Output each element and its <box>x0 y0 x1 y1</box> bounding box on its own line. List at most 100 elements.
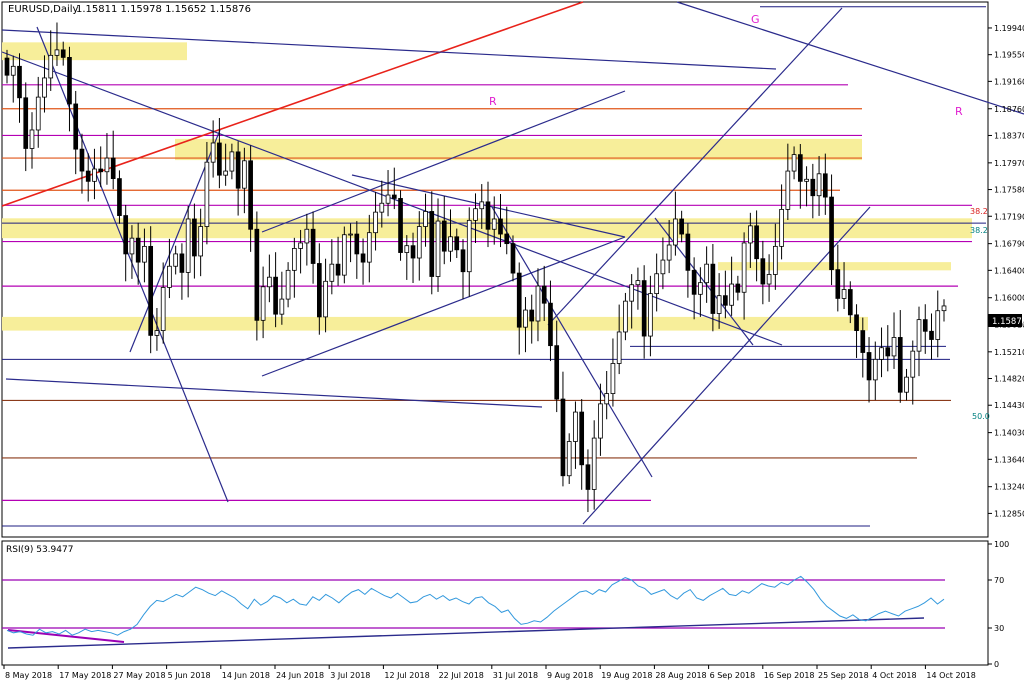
bull-candle <box>660 259 666 275</box>
fib-50-label: 50.0 <box>972 412 990 421</box>
bull-candle <box>379 202 385 213</box>
time-tick-label: 22 Jul 2018 <box>439 671 484 680</box>
bull-candle <box>160 287 166 331</box>
price-tick-label: 1.16000 <box>994 294 1024 303</box>
time-tick-label: 9 Aug 2018 <box>547 671 593 680</box>
bear-candle <box>217 142 222 176</box>
bull-candle <box>523 309 528 328</box>
bull-candle <box>479 201 485 210</box>
bear-candle <box>73 103 79 150</box>
bull-candle <box>935 310 941 340</box>
bear-candle <box>335 263 341 276</box>
trend-line <box>676 1 1024 115</box>
bear-candle <box>17 65 22 99</box>
price-tick-label: 1.16400 <box>994 266 1024 275</box>
marker-r-left-label: R <box>489 95 497 108</box>
bear-candle <box>710 263 716 314</box>
bear-candle <box>754 225 759 260</box>
trend-line <box>1 29 777 70</box>
bear-candle <box>516 272 522 328</box>
bull-candle <box>610 363 616 394</box>
rsi-frame <box>1 540 989 666</box>
bull-candle <box>298 242 303 249</box>
bull-candle <box>29 129 35 149</box>
support-resistance-zone <box>2 42 187 61</box>
bear-candle <box>510 243 516 274</box>
rsi-layer: 100 70 30 0 <box>2 540 1009 669</box>
bear-candle <box>866 352 872 381</box>
bull-candle <box>267 276 272 288</box>
fib-38-upper-label: 38.2 <box>970 207 988 216</box>
main-chart-frame <box>1 1 989 538</box>
trend-line <box>261 236 626 377</box>
trend-line <box>261 90 626 233</box>
bull-candle <box>785 170 791 210</box>
bull-candle <box>616 331 622 364</box>
bull-candle <box>204 161 210 227</box>
support-resistance-zone <box>175 138 862 161</box>
bear-candle <box>254 228 260 321</box>
price-tick-label: 1.13640 <box>994 455 1024 464</box>
time-tick-label: 19 Aug 2018 <box>601 671 652 680</box>
rsi-tick-label: 70 <box>994 576 1004 585</box>
bull-candle <box>941 305 947 312</box>
marker-r-right-label: R <box>955 105 963 118</box>
bear-candle <box>98 168 104 173</box>
bull-candle <box>373 211 378 234</box>
bull-candle <box>466 219 472 273</box>
bull-candle <box>648 293 653 337</box>
bull-candle <box>229 151 235 172</box>
bear-candle <box>316 263 322 318</box>
support-resistance-zone <box>718 262 951 271</box>
time-tick-label: 27 May 2018 <box>113 671 165 680</box>
price-tick-label: 1.14430 <box>994 401 1024 410</box>
time-tick-label: 3 Jul 2018 <box>330 671 370 680</box>
bear-candle <box>504 233 510 245</box>
rsi-label: RSI(9) 53.9477 <box>6 545 73 555</box>
ohlc-label: 1.15811 1.15978 1.15652 1.15876 <box>76 4 251 15</box>
bull-candle <box>10 65 16 76</box>
bull-candle <box>435 220 441 277</box>
bull-candle <box>42 77 47 98</box>
bear-candle <box>897 337 903 393</box>
bull-candle <box>54 49 60 56</box>
trend-line <box>547 7 843 326</box>
bull-candle <box>242 160 247 189</box>
bull-candle <box>804 178 809 182</box>
symbol-label: EURUSD,Daily <box>8 4 79 15</box>
price-tick-label: 1.19940 <box>994 24 1024 33</box>
bull-candle <box>716 295 722 314</box>
bull-candle <box>385 194 391 204</box>
bear-candle <box>735 283 741 293</box>
bull-candle <box>173 253 178 267</box>
bear-candle <box>148 245 154 336</box>
bull-candle <box>279 298 285 315</box>
time-tick-label: 28 Aug 2018 <box>655 671 706 680</box>
price-tick-label: 1.17190 <box>994 212 1024 221</box>
trend-line <box>491 206 653 478</box>
bear-candle <box>810 178 816 197</box>
time-tick-label: 5 Jun 2018 <box>168 671 211 680</box>
bull-candle <box>872 358 878 381</box>
bull-candle <box>741 242 747 293</box>
bear-candle <box>835 269 841 299</box>
bear-candle <box>641 280 647 337</box>
bear-candle <box>117 178 122 216</box>
bull-candle <box>748 225 753 244</box>
bear-candle <box>847 289 853 316</box>
time-tick-label: 6 Sep 2018 <box>710 671 756 680</box>
price-tick-label: 1.19160 <box>994 77 1024 86</box>
bull-candle <box>35 96 41 131</box>
time-tick-label: 16 Sep 2018 <box>764 671 815 680</box>
bear-candle <box>460 249 466 273</box>
bull-candle <box>598 403 603 439</box>
trend-line <box>36 26 229 503</box>
bull-candle <box>891 337 897 357</box>
bull-candle <box>448 236 453 252</box>
bull-candle <box>185 218 191 273</box>
bull-candle <box>329 263 335 282</box>
bear-candle <box>354 233 360 255</box>
bull-candle <box>566 441 572 477</box>
